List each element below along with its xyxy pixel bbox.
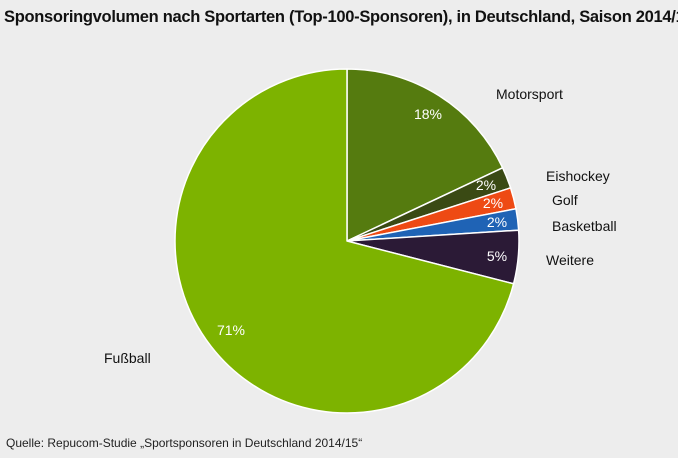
category-label-weitere: Weitere: [546, 252, 594, 268]
value-label-basketball: 2%: [487, 214, 507, 230]
category-label-golf: Golf: [552, 192, 578, 208]
value-label-golf: 2%: [483, 195, 503, 211]
category-label-eishockey: Eishockey: [546, 168, 610, 184]
value-label-weitere: 5%: [487, 248, 507, 264]
category-label-fussball: Fußball: [104, 350, 151, 366]
category-label-basketball: Basketball: [552, 218, 617, 234]
value-label-eishockey: 2%: [476, 177, 496, 193]
category-label-motorsport: Motorsport: [496, 86, 563, 102]
source-note: Quelle: Repucom-Studie „Sportsponsoren i…: [6, 436, 363, 450]
value-label-fussball: 71%: [217, 322, 245, 338]
slice-fussball: [174, 68, 515, 414]
chart-title: Sponsoringvolumen nach Sportarten (Top-1…: [4, 8, 678, 26]
value-label-motorsport: 18%: [414, 106, 442, 122]
slice-motorsport: [346, 68, 504, 242]
